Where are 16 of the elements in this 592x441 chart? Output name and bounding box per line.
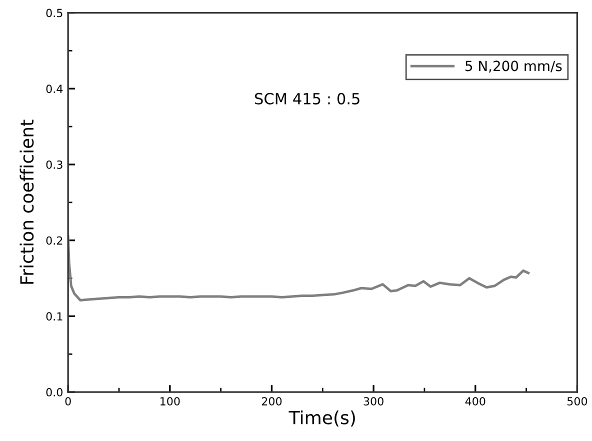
annotation: SCM 415 : 0.5 (255, 92, 360, 104)
x-tick-label: 300 (364, 397, 384, 406)
y-tick-label: 0.1 (46, 312, 62, 321)
y-tick-label: 0.0 (46, 388, 62, 396)
y-tick-label: 0.5 (46, 8, 62, 18)
x-tick-label: 100 (160, 397, 180, 406)
y-axis-title: Friction coefficient (20, 120, 34, 284)
x-tick-label: 200 (262, 397, 282, 406)
y-tick-label: 0.3 (46, 160, 62, 169)
legend-label: 5 N,200 mm/s (466, 60, 562, 73)
y-tick-label: 0.4 (46, 84, 63, 94)
x-axis-title: Time(s) (288, 410, 355, 427)
x-tick-label: 500 (567, 397, 588, 406)
x-tick-label: 0 (65, 397, 71, 406)
x-tick-label: 400 (465, 397, 486, 406)
y-tick-label: 0.2 (46, 236, 62, 245)
